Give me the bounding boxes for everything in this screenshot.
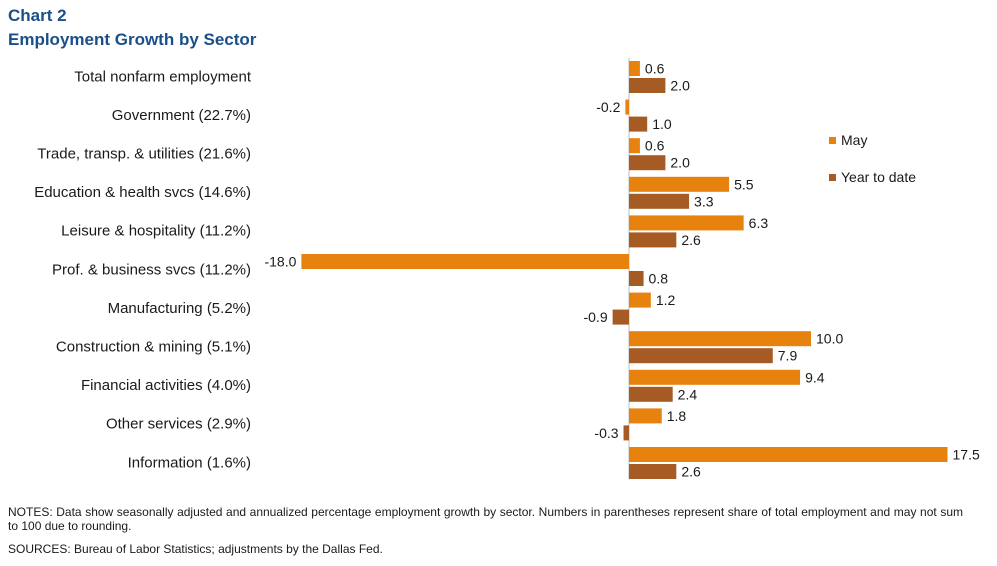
bar-may bbox=[629, 61, 640, 76]
data-label: 2.0 bbox=[670, 155, 690, 171]
data-label: 10.0 bbox=[816, 331, 843, 347]
bar-ytd bbox=[629, 464, 677, 479]
bar-ytd bbox=[629, 271, 644, 286]
category-label: Other services (2.9%) bbox=[106, 416, 251, 433]
bar-ytd bbox=[629, 386, 673, 402]
bar-may bbox=[629, 447, 948, 462]
category-label: Leisure & hospitality (11.2%) bbox=[61, 223, 251, 240]
bar-may bbox=[629, 176, 730, 192]
category-label: Information (1.6%) bbox=[128, 454, 251, 471]
chart-notes: NOTES: Data show seasonally adjusted and… bbox=[8, 505, 963, 533]
data-label: -0.2 bbox=[596, 99, 620, 115]
category-label: Trade, transp. & utilities (21.6%) bbox=[37, 146, 251, 163]
data-label: 7.9 bbox=[778, 348, 798, 364]
data-label: 0.8 bbox=[649, 271, 669, 287]
data-label: 0.6 bbox=[645, 138, 665, 154]
data-label: 2.0 bbox=[670, 78, 690, 94]
bar-may bbox=[629, 138, 640, 154]
category-label: Total nonfarm employment bbox=[74, 68, 252, 85]
data-label: 1.0 bbox=[652, 116, 672, 132]
bar-chart: Total nonfarm employment 0.6 2.0 Government… bbox=[34, 58, 980, 480]
category-label: Construction & mining (5.1%) bbox=[56, 339, 251, 356]
bar-ytd bbox=[629, 348, 773, 364]
category-label: Prof. & business svcs (11.2%) bbox=[52, 261, 251, 278]
legend-label-ytd: Year to date bbox=[841, 169, 916, 185]
data-label: 5.5 bbox=[734, 176, 754, 192]
bar-ytd bbox=[629, 78, 666, 93]
legend-label-may: May bbox=[841, 132, 867, 148]
data-label: 2.6 bbox=[681, 232, 701, 248]
legend-swatch-ytd bbox=[829, 174, 836, 181]
category-label: Financial activities (4.0%) bbox=[81, 377, 251, 394]
bar-may bbox=[629, 369, 801, 385]
data-label: 1.8 bbox=[667, 408, 687, 424]
bar-ytd bbox=[629, 116, 648, 132]
data-label: 6.3 bbox=[749, 215, 769, 231]
legend-swatch-may bbox=[829, 137, 836, 144]
bar-ytd bbox=[629, 155, 666, 171]
bar-ytd bbox=[629, 232, 677, 248]
data-label: -0.9 bbox=[583, 309, 607, 325]
data-label: 17.5 bbox=[953, 447, 980, 463]
category-label: Government (22.7%) bbox=[112, 107, 251, 124]
bar-may bbox=[629, 408, 662, 424]
bar-ytd bbox=[612, 309, 629, 325]
bar-may bbox=[629, 215, 744, 231]
bar-ytd bbox=[623, 425, 629, 441]
chart-sources: SOURCES: Bureau of Labor Statistics; adj… bbox=[8, 542, 383, 556]
data-label: -0.3 bbox=[594, 425, 618, 441]
data-label: 1.2 bbox=[656, 292, 676, 308]
bar-may bbox=[629, 331, 811, 347]
bar-may bbox=[629, 292, 651, 308]
chart-number: Chart 2 bbox=[8, 6, 67, 25]
data-label: 2.4 bbox=[678, 386, 698, 402]
data-label: 3.3 bbox=[694, 193, 714, 209]
chart-title: Employment Growth by Sector bbox=[8, 30, 257, 49]
data-label: -18.0 bbox=[264, 254, 296, 270]
bar-may bbox=[301, 254, 629, 269]
data-label: 2.6 bbox=[681, 464, 701, 480]
category-label: Manufacturing (5.2%) bbox=[108, 300, 251, 317]
data-label: 0.6 bbox=[645, 61, 665, 77]
bar-may bbox=[625, 99, 629, 115]
bar-ytd bbox=[629, 193, 690, 209]
category-label: Education & health svcs (14.6%) bbox=[34, 184, 251, 201]
data-label: 9.4 bbox=[805, 369, 825, 385]
